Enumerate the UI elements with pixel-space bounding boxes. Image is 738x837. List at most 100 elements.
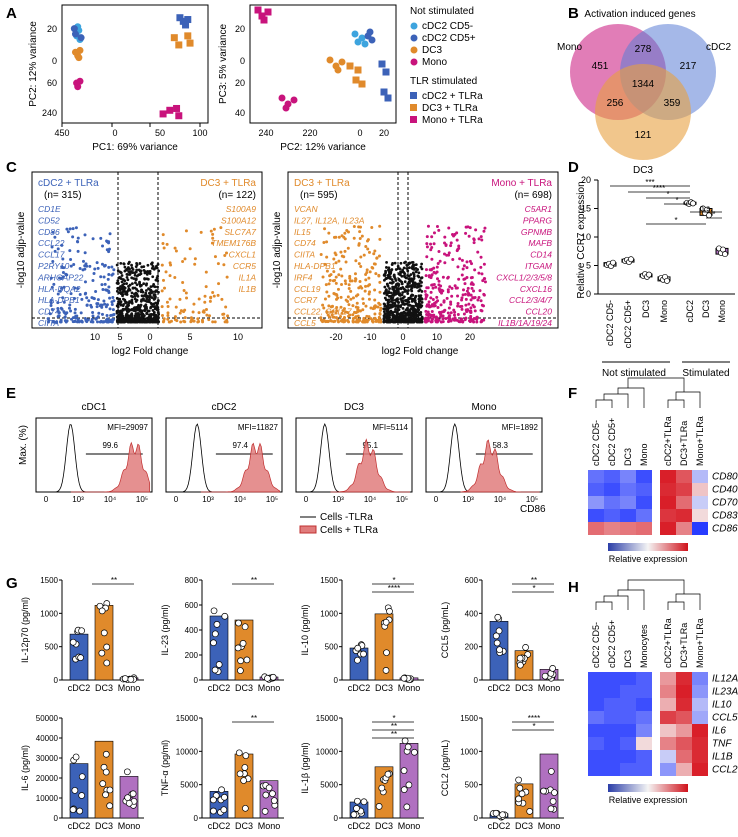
bar-point bbox=[78, 792, 86, 799]
volcano-point-down bbox=[351, 296, 355, 300]
bar-xtick: DC3 bbox=[235, 683, 253, 693]
volcano-point bbox=[148, 271, 152, 275]
volcano-point-down bbox=[96, 298, 100, 302]
volcano-point-down bbox=[73, 297, 77, 301]
volcano-point bbox=[155, 276, 159, 280]
volcano-point-down bbox=[343, 231, 347, 235]
bar-point bbox=[495, 627, 503, 635]
bar-ylabel: CCL2 (pg/mL) bbox=[440, 740, 450, 797]
heatmap-cell bbox=[676, 483, 692, 496]
pca1-point bbox=[173, 104, 181, 112]
volcano-point-up bbox=[165, 300, 169, 304]
volcano-point-up bbox=[458, 257, 462, 261]
volcano-point-up bbox=[456, 302, 460, 306]
heatmap-cell bbox=[636, 685, 652, 698]
volcano-point-down bbox=[373, 249, 377, 253]
volcano1-xtick: 5 bbox=[187, 332, 192, 342]
volcano-point bbox=[128, 300, 131, 303]
volcano-point bbox=[395, 282, 399, 286]
gene-label: CCR7 bbox=[294, 295, 317, 305]
volcano-point-down bbox=[349, 297, 353, 301]
hist-neg-curve bbox=[170, 423, 223, 493]
volcano-point-down bbox=[374, 272, 378, 276]
bar-point bbox=[102, 768, 110, 776]
volcano-point bbox=[120, 309, 124, 313]
heatmap-row-label: IL1B bbox=[712, 751, 733, 762]
sig-label: **** bbox=[653, 184, 665, 193]
volcano-point bbox=[148, 287, 151, 291]
pca2-ylabel: PC3: 5% variance bbox=[218, 24, 229, 104]
bar-point bbox=[102, 791, 109, 799]
volcano-point-down bbox=[378, 280, 382, 284]
volcano-point-down bbox=[378, 303, 382, 307]
volcano-point bbox=[410, 297, 414, 301]
volcano-point bbox=[387, 266, 391, 270]
bar-ytick: 1000 bbox=[460, 747, 478, 756]
volcano-point-up bbox=[455, 249, 459, 253]
volcano-point-down bbox=[331, 309, 335, 313]
volcano-point bbox=[383, 285, 387, 289]
heatmap-cell bbox=[636, 763, 652, 776]
volcano-point-up bbox=[204, 270, 208, 274]
volcano-point-up bbox=[423, 289, 427, 293]
sig-label: * bbox=[675, 196, 678, 205]
heatmap-row-label: CCL2 bbox=[712, 764, 738, 775]
volcano-point bbox=[419, 313, 423, 317]
volcano-point bbox=[121, 294, 124, 298]
pca1-point bbox=[70, 25, 78, 33]
pca1-xtick: 0 bbox=[112, 128, 117, 138]
volcano-point-down bbox=[112, 268, 116, 272]
volcano-point bbox=[413, 313, 417, 316]
volcano1-xtick: 0 bbox=[147, 332, 152, 342]
volcano-point bbox=[407, 310, 411, 313]
volcano-point-up bbox=[197, 311, 201, 315]
volcano-point-down bbox=[358, 230, 362, 234]
hist-neg-curve bbox=[40, 424, 93, 493]
volcano-point bbox=[115, 289, 119, 293]
volcano-point bbox=[154, 314, 158, 318]
pca1-ytick: 20 bbox=[47, 24, 57, 34]
heatmap-cell bbox=[636, 470, 652, 483]
volcano-point-down bbox=[354, 259, 358, 263]
volcano-point-up bbox=[435, 225, 439, 229]
volcano-point-up bbox=[461, 319, 465, 323]
heatmap-cell bbox=[636, 698, 652, 711]
volcano-point-down bbox=[337, 273, 341, 277]
ccr7-point bbox=[722, 251, 728, 258]
volcano-point-down bbox=[372, 306, 376, 310]
heatmap-cell bbox=[676, 763, 692, 776]
volcano-point bbox=[399, 297, 403, 301]
volcano-point bbox=[418, 317, 422, 321]
bar-xtick: cDC2 bbox=[208, 821, 231, 831]
volcano-point-down bbox=[344, 260, 348, 264]
volcano-point-up bbox=[474, 228, 478, 232]
volcano-point bbox=[387, 300, 391, 304]
ccr7-point bbox=[610, 259, 616, 266]
volcano-point bbox=[395, 312, 399, 316]
volcano-point-down bbox=[328, 274, 332, 278]
volcano2-xlabel: log2 Fold change bbox=[382, 346, 459, 357]
sig-label: ** bbox=[391, 730, 397, 739]
volcano-point-down bbox=[334, 281, 338, 285]
bar-point bbox=[496, 646, 503, 654]
volcano-point-down bbox=[100, 303, 104, 307]
volcano-point bbox=[398, 316, 402, 320]
sig-label: n.s. bbox=[700, 204, 713, 213]
volcano-point bbox=[123, 265, 127, 269]
volcano-point-up bbox=[469, 293, 473, 297]
bar-point bbox=[100, 629, 108, 637]
volcano-point-down bbox=[372, 262, 376, 266]
volcano-point-down bbox=[344, 282, 348, 286]
volcano-point bbox=[133, 320, 136, 324]
legend-item: DC3 bbox=[422, 45, 442, 56]
volcano-point-up bbox=[192, 302, 196, 306]
pca2-points bbox=[254, 6, 392, 112]
volcano-point bbox=[409, 314, 413, 318]
volcano-point-up bbox=[480, 309, 484, 313]
volcano-point-up bbox=[223, 253, 227, 257]
volcano-point bbox=[115, 304, 119, 308]
volcano-point-up bbox=[182, 319, 186, 323]
volcano-point-up bbox=[445, 296, 449, 300]
gene-label: S100A12 bbox=[221, 215, 256, 225]
heatmap-cell bbox=[604, 698, 620, 711]
